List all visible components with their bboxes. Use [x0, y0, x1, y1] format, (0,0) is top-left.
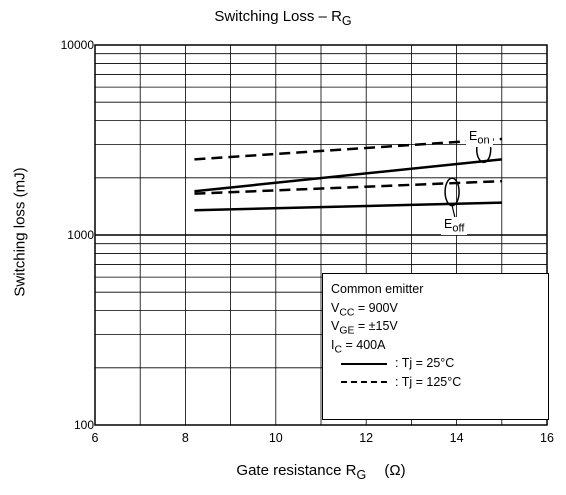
series-line: [194, 201, 502, 212]
legend-solid-line: [341, 362, 387, 365]
legend-dashed-entry: : Tj = 125°C: [331, 373, 548, 392]
x-tick-label: 6: [92, 431, 99, 445]
x-tick-label: 14: [450, 431, 464, 445]
plot-frame: [94, 44, 548, 426]
x-tick-label: 8: [182, 431, 189, 445]
eoff-leader: [451, 205, 456, 219]
x-axis-label: Gate resistance RG (Ω): [236, 462, 406, 482]
x-tick-label: 10: [269, 431, 283, 445]
y-axis-label: Switching loss (mJ): [11, 167, 29, 297]
legend-vge: VGE = ±15V: [331, 319, 398, 337]
chart-title: Switching Loss – RG: [214, 8, 352, 28]
x-tick-label: 16: [540, 431, 554, 445]
eon-callout: Eon: [466, 129, 493, 147]
legend-title: Common emitter: [331, 282, 424, 296]
legend-vcc: VCC = 900V: [331, 300, 398, 319]
y-tick-label: 100: [74, 418, 94, 432]
eoff-callout: Eoff: [441, 217, 468, 235]
series-line: [194, 179, 502, 195]
y-tick-label: 10000: [61, 38, 95, 52]
legend-solid-entry: : Tj = 25°C: [331, 354, 548, 373]
legend: Common emitter VCC = 900V VGE = ±15V IC …: [322, 273, 549, 420]
legend-ic: IC = 400A: [331, 337, 386, 356]
legend-dashed-line: [341, 381, 387, 384]
series-line: [194, 158, 502, 193]
y-tick-label: 1000: [67, 228, 94, 242]
x-tick-label: 12: [359, 431, 373, 445]
series-line: [194, 137, 502, 161]
